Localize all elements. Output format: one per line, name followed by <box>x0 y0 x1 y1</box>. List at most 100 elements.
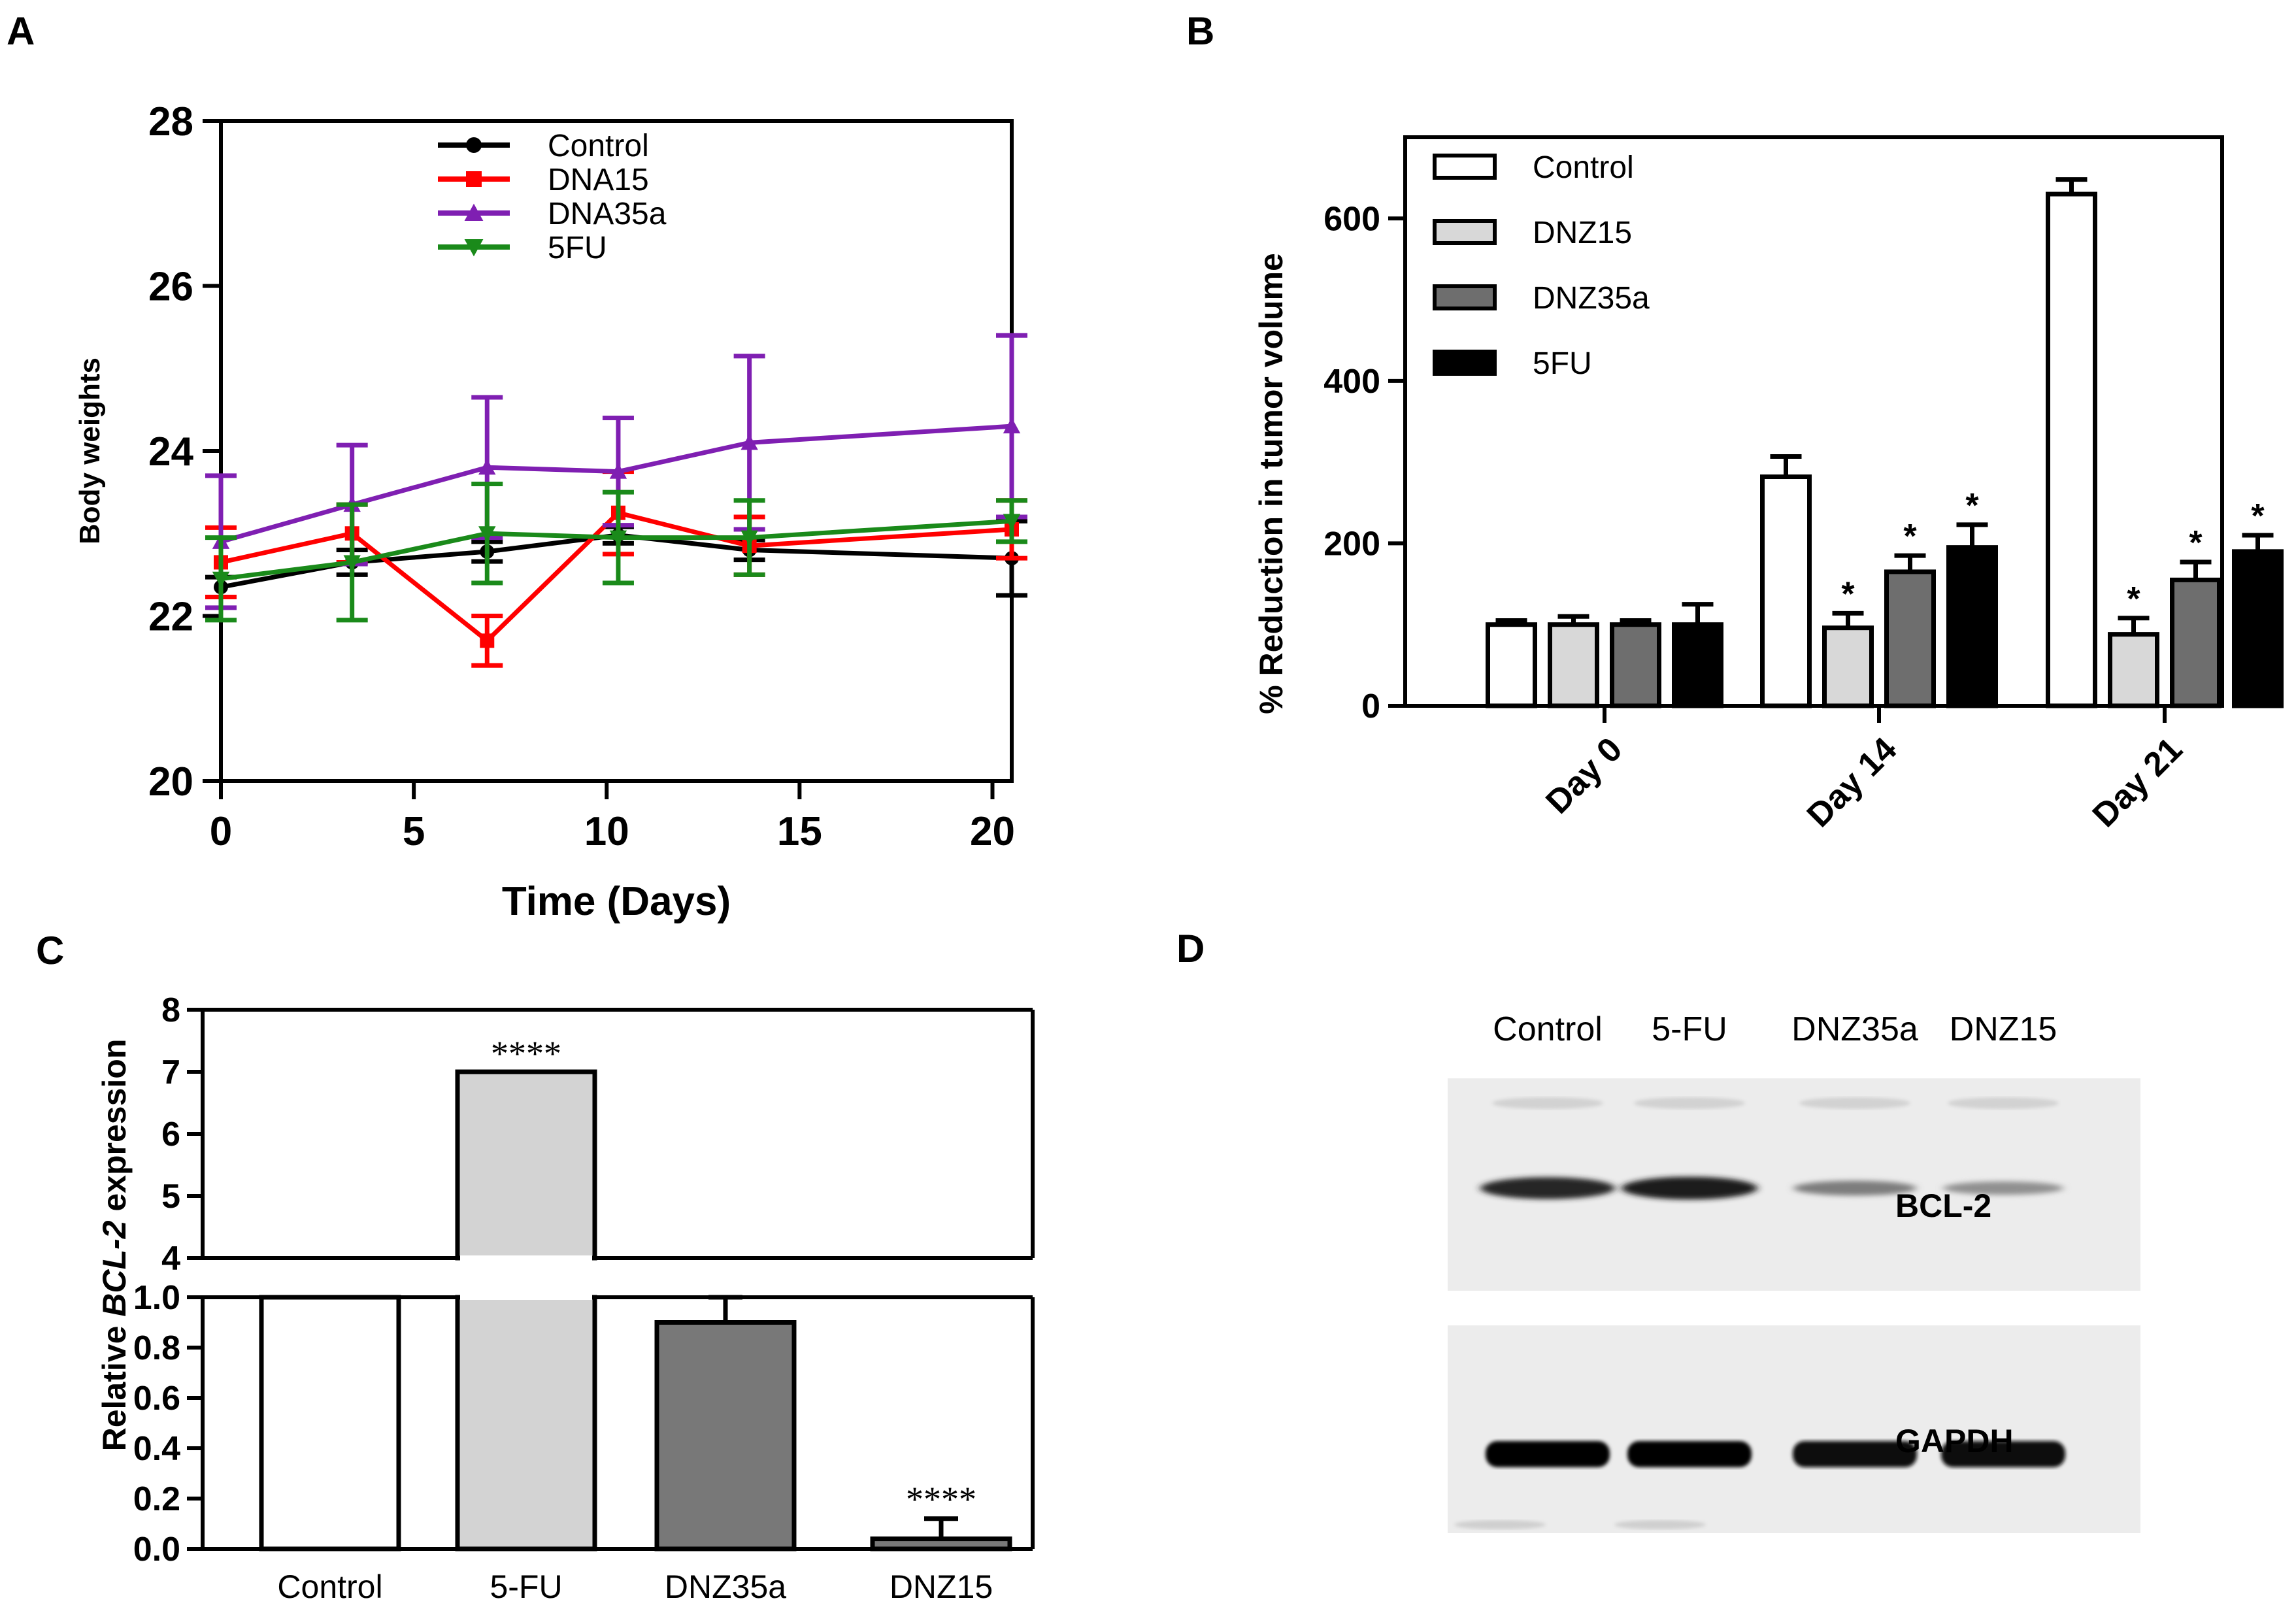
chart-b-bar <box>1610 622 1661 708</box>
blot-band-gapdh <box>1793 1441 1917 1467</box>
chart-b-bar <box>1548 622 1599 708</box>
chart-c-y-tick-label: 0.6 <box>133 1380 180 1418</box>
chart-c-y-tick-label: 0.8 <box>133 1329 180 1367</box>
chart-a-x-tick-label: 15 <box>777 809 822 854</box>
chart-b-sig-marker: * <box>1903 518 1917 556</box>
western-blot: Control 5-FU DNZ35a DNZ15 BCL-2 GAPDH <box>1448 1010 2140 1533</box>
chart-b-sig-marker: * <box>1841 575 1855 613</box>
chart-c-y-tick-label: 7 <box>161 1053 180 1091</box>
chart-a-point <box>478 526 496 542</box>
chart-b-bar <box>2232 549 2284 708</box>
chart-b-legend-swatch <box>1433 284 1497 310</box>
chart-b-frame <box>1403 135 2224 708</box>
chart-c-y-tick-label: 4 <box>161 1240 180 1278</box>
blot-faint-band <box>1614 1520 1706 1529</box>
chart-c-y-tick-label: 0.4 <box>133 1430 180 1468</box>
chart-a-x-tick-label: 0 <box>210 809 232 854</box>
chart-b-bar <box>2046 191 2097 708</box>
chart-c-bar-upper <box>455 1069 597 1261</box>
chart-c-y-tick-label: 1.0 <box>133 1279 180 1317</box>
chart-a-y-tick-label: 24 <box>148 429 193 474</box>
chart-a-y-tick-label: 20 <box>148 759 193 804</box>
chart-a-point <box>478 459 496 475</box>
chart-a-legend-marker <box>466 171 482 187</box>
chart-c-x-tick-label: DNZ15 <box>890 1568 993 1605</box>
chart-c-x-tick-label: Control <box>277 1568 382 1605</box>
chart-b: 0 200 400 600 Day 0 Day 14 Day 21 * * * * * * Contr… <box>1253 135 2284 835</box>
chart-a-legend-label: Control <box>548 129 649 163</box>
chart-b-legend-swatch <box>1433 219 1497 245</box>
panel-label-c: C <box>36 929 64 972</box>
chart-c-x-tick-label: DNZ35a <box>665 1568 786 1605</box>
blot-lane-label: DNZ35a <box>1791 1010 1918 1048</box>
chart-c-sig-marker: **** <box>491 1034 561 1073</box>
chart-b-sig-marker: * <box>2127 580 2140 618</box>
protein-label-gapdh: GAPDH <box>1895 1423 2014 1459</box>
chart-b-bar <box>1946 545 1998 708</box>
chart-b-y-tick-label: 0 <box>1361 688 1380 725</box>
chart-b-bar <box>1884 569 1936 708</box>
blot-band-gapdh <box>1486 1441 1610 1467</box>
chart-c-y-tick-label: 8 <box>161 991 180 1029</box>
protein-label-bcl2: BCL-2 <box>1895 1187 1991 1224</box>
chart-c-bar <box>259 1295 401 1551</box>
chart-a-point <box>480 633 495 648</box>
chart-b-y-tick-label: 200 <box>1323 525 1380 563</box>
chart-a-series-5fu <box>205 482 1027 623</box>
panel-label-d: D <box>1176 927 1205 970</box>
chart-a-series-line <box>220 518 1012 582</box>
chart-b-sig-marker: * <box>2189 524 2203 562</box>
chart-b-sig-marker: * <box>1965 487 1979 525</box>
blot-band-gapdh <box>1941 1441 2065 1467</box>
chart-b-x-tick-label: Day 21 <box>2086 730 2190 835</box>
chart-a-point <box>212 571 230 588</box>
chart-a-point <box>343 555 361 571</box>
chart-a-y-tick-label: 28 <box>148 99 193 144</box>
chart-c-bar <box>870 1536 1012 1551</box>
blot-faint-band <box>1948 1097 2059 1109</box>
chart-b-legend-label: Control <box>1533 150 1634 185</box>
chart-b-bar <box>1760 474 1812 708</box>
chart-a-y-tick-label: 22 <box>148 595 193 640</box>
chart-b-legend-label: 5FU <box>1533 346 1592 381</box>
chart-c-x-tick-label: 5-FU <box>490 1568 562 1605</box>
blot-lane-label: DNZ15 <box>1950 1010 2057 1048</box>
chart-b-y-label: % Reduction in tumor volume <box>1253 253 1289 714</box>
chart-a-legend-marker <box>466 137 482 153</box>
chart-a-legend-marker <box>464 203 484 221</box>
chart-c-sig-marker: **** <box>906 1480 976 1519</box>
blot-band-bcl2 <box>1793 1180 1916 1196</box>
blot-band-gapdh <box>1627 1441 1752 1467</box>
blot-lane-label: Control <box>1493 1010 1603 1048</box>
chart-b-legend-swatch <box>1433 154 1497 180</box>
chart-c-y-tick-label: 0.0 <box>133 1531 180 1568</box>
chart-b-bar <box>1672 622 1723 708</box>
chart-a-point <box>609 530 627 546</box>
chart-b-bar <box>2108 632 2159 708</box>
chart-b-bar <box>1486 622 1537 708</box>
blot-band-bcl2 <box>1622 1176 1757 1200</box>
chart-a-series-line <box>220 423 1012 544</box>
chart-c-y-tick-label: 0.2 <box>133 1480 180 1518</box>
chart-a-y-label: Body weights <box>74 357 106 544</box>
chart-b-legend-label: DNZ15 <box>1533 216 1632 250</box>
chart-a-point <box>609 463 627 479</box>
chart-b-x-tick-label: Day 0 <box>1539 730 1629 821</box>
chart-a-point <box>1003 417 1021 434</box>
chart-a-legend-marker <box>464 239 484 257</box>
panel-label-b: B <box>1186 9 1214 53</box>
chart-b-y-tick-label: 600 <box>1323 200 1380 238</box>
chart-a: 20 22 24 26 28 0 5 10 15 20 ControlDNA15DNA35a5FU… <box>74 99 1027 924</box>
chart-b-x-tick-label: Day 14 <box>1800 730 1905 835</box>
chart-b-bar <box>2170 577 2221 708</box>
chart-c-bar-break-gap <box>460 1255 592 1300</box>
chart-b-legend-label: DNZ35a <box>1533 281 1650 316</box>
chart-a-x-label: Time (Days) <box>502 879 731 924</box>
chart-a-series-line <box>220 510 1012 644</box>
chart-b-bar <box>1822 625 1874 708</box>
chart-c-y-tick-label: 5 <box>161 1178 180 1216</box>
chart-c-y-label: Relative BCL-2 expression <box>96 1039 133 1451</box>
blot-band-bcl2 <box>1480 1177 1615 1199</box>
